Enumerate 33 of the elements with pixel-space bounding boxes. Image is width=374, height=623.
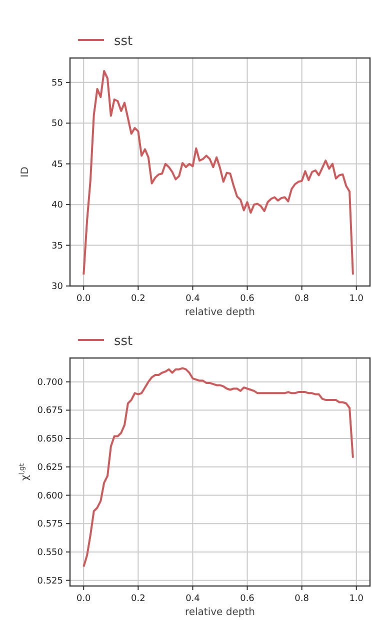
x-tick-label: 0.0 — [76, 294, 92, 304]
x-tick-label: 0.2 — [131, 594, 146, 604]
y-tick-label: 0.550 — [37, 548, 64, 558]
legend-label: sst — [114, 334, 133, 349]
y-tick-label: 0.525 — [37, 576, 63, 586]
x-tick-label: 0.6 — [240, 594, 255, 604]
x-tick-label: 1.0 — [349, 594, 364, 604]
legend-label: sst — [114, 34, 133, 49]
y-tick-label: 0.575 — [37, 520, 63, 530]
y-tick-label: 35 — [52, 241, 63, 252]
y-tick-label: 0.625 — [37, 462, 63, 473]
line-series — [82, 70, 354, 276]
y-tick-label: 30 — [52, 282, 64, 292]
x-tick-label: 0.6 — [240, 294, 255, 304]
x-axis-title: relative depth — [184, 307, 256, 318]
x-tick-label: 0.8 — [294, 594, 310, 604]
y-tick-label: 0.650 — [37, 434, 64, 445]
y-tick-label: 40 — [52, 200, 64, 211]
x-tick-label: 1.0 — [349, 294, 364, 304]
line-series — [82, 367, 354, 568]
x-axis-title: relative depth — [184, 607, 256, 618]
y-tick-label: 55 — [52, 78, 63, 88]
x-tick-label: 0.0 — [76, 594, 92, 604]
x-tick-label: 0.2 — [131, 294, 146, 304]
y-tick-label: 0.600 — [37, 491, 64, 502]
x-tick-label: 0.4 — [186, 294, 200, 304]
y-tick-label: 45 — [52, 160, 63, 170]
y-tick-label: 50 — [52, 119, 64, 130]
y-axis-title: ID — [20, 166, 31, 178]
x-tick-label: 0.8 — [294, 294, 310, 304]
y-tick-label: 0.675 — [37, 406, 63, 416]
x-tick-label: 0.4 — [186, 594, 200, 604]
y-tick-label: 0.700 — [37, 378, 64, 388]
